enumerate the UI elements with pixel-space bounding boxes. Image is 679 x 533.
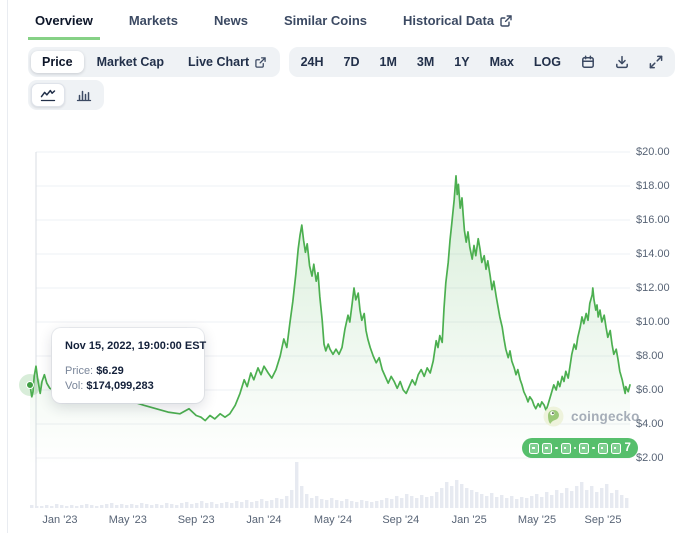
metric-tab-price-label: Price bbox=[42, 55, 73, 69]
calendar-glyph-icon bbox=[610, 442, 621, 454]
x-axis-label: Sep '25 bbox=[584, 514, 622, 526]
tab-news-label: News bbox=[213, 13, 248, 28]
y-axis-label: $18.00 bbox=[636, 180, 670, 192]
range-button-1m[interactable]: 1M bbox=[379, 55, 397, 69]
bar-chart-icon[interactable] bbox=[67, 83, 101, 107]
tab-news[interactable]: News bbox=[207, 11, 255, 40]
tab-markets[interactable]: Markets bbox=[122, 11, 185, 40]
tooltip-vol-value: $174,099,283 bbox=[86, 380, 154, 392]
price-chart[interactable]: Nov 15, 2022, 19:00:00 EST Price: $6.29 … bbox=[0, 120, 679, 533]
hover-marker-dot bbox=[26, 381, 34, 390]
range-button-7d[interactable]: 7D bbox=[343, 55, 360, 69]
tooltip-vol-label: Vol: bbox=[65, 380, 84, 392]
coingecko-watermark-text: coingecko bbox=[571, 409, 640, 424]
page-left-border bbox=[7, 0, 8, 533]
price-line bbox=[29, 174, 631, 422]
x-axis-label: May '23 bbox=[108, 514, 147, 526]
metric-tab-market-cap[interactable]: Market Cap bbox=[86, 51, 175, 73]
tab-overview[interactable]: Overview bbox=[28, 11, 100, 40]
log-scale-button[interactable]: LOG bbox=[533, 55, 561, 69]
range-button-1y[interactable]: 1Y bbox=[454, 55, 470, 69]
tooltip-price-label: Price: bbox=[65, 365, 94, 377]
y-axis-label: $10.00 bbox=[636, 316, 670, 328]
chart-tooltip: Nov 15, 2022, 19:00:00 EST Price: $6.29 … bbox=[52, 328, 207, 403]
y-axis-label: $8.00 bbox=[636, 350, 664, 362]
calendar-glyph-icon bbox=[597, 442, 608, 454]
tab-historical-data-label: Historical Data bbox=[403, 13, 495, 28]
tab-historical-data[interactable]: Historical Data bbox=[396, 11, 519, 40]
range-button-24h[interactable]: 24H bbox=[300, 55, 324, 69]
calendar-glyph-icon bbox=[529, 442, 539, 454]
tooltip-price-value: $6.29 bbox=[96, 365, 124, 377]
calendar-icon[interactable] bbox=[572, 51, 604, 73]
x-axis-label: May '25 bbox=[517, 514, 557, 526]
y-axis-label: $14.00 bbox=[636, 248, 670, 260]
x-axis-label: Jan '23 bbox=[42, 514, 78, 526]
separator-dot bbox=[592, 446, 595, 450]
metric-tab-market-cap-label: Market Cap bbox=[96, 55, 164, 69]
y-axis-label: $16.00 bbox=[636, 214, 670, 226]
tooltip-price-row: Price: $6.29 bbox=[65, 365, 191, 377]
y-axis-label: $4.00 bbox=[636, 418, 664, 430]
y-axis-label: $20.00 bbox=[636, 146, 670, 158]
y-axis-label: $6.00 bbox=[636, 384, 664, 396]
tooltip-vol-row: Vol: $174,099,283 bbox=[65, 380, 191, 392]
badge-count: 7 bbox=[624, 442, 631, 454]
coingecko-logo-icon bbox=[543, 406, 564, 427]
x-axis-label: Sep '24 bbox=[382, 514, 420, 526]
metric-tab-live-chart-label: Live Chart bbox=[187, 55, 250, 69]
x-axis-label: Jan '24 bbox=[246, 514, 282, 526]
tab-markets-label: Markets bbox=[128, 13, 178, 28]
range-button-max[interactable]: Max bbox=[489, 55, 514, 69]
external-link-icon bbox=[255, 56, 266, 68]
metric-tab-live-chart[interactable]: Live Chart bbox=[177, 51, 277, 73]
x-axis-label: May '24 bbox=[313, 514, 353, 526]
chart-type-toggle bbox=[28, 80, 104, 110]
calendar-glyph-icon bbox=[560, 442, 571, 454]
price-chart-canvas bbox=[29, 151, 631, 508]
date-counter-badge: 7 bbox=[522, 438, 638, 458]
y-axis-label: $12.00 bbox=[636, 282, 670, 294]
download-icon[interactable] bbox=[606, 51, 638, 73]
page-tabs: Overview Markets News Similar Coins Hist… bbox=[28, 11, 512, 40]
calendar-glyph-icon bbox=[579, 442, 589, 454]
calendar-glyph-icon bbox=[542, 442, 552, 454]
coingecko-watermark: coingecko bbox=[543, 406, 640, 427]
price-area-fill bbox=[30, 175, 630, 506]
x-axis-label: Sep '23 bbox=[177, 514, 215, 526]
range-toolbar: 24H 7D 1M 3M 1Y Max LOG bbox=[288, 47, 675, 77]
y-axis-label: $2.00 bbox=[636, 452, 664, 464]
separator-dot bbox=[555, 446, 558, 450]
range-button-3m[interactable]: 3M bbox=[416, 55, 435, 69]
tab-similar-coins[interactable]: Similar Coins bbox=[277, 11, 374, 40]
metric-toggle-group: Price Market Cap Live Chart bbox=[28, 47, 281, 77]
fullscreen-icon[interactable] bbox=[640, 51, 672, 73]
tooltip-date: Nov 15, 2022, 19:00:00 EST bbox=[65, 340, 207, 352]
separator-dot bbox=[573, 446, 576, 450]
line-chart-icon[interactable] bbox=[31, 83, 65, 107]
x-axis-label: Jan '25 bbox=[451, 514, 487, 526]
external-link-icon bbox=[500, 14, 512, 27]
metric-tab-price[interactable]: Price bbox=[31, 51, 84, 73]
tab-similar-coins-label: Similar Coins bbox=[283, 13, 368, 28]
tab-overview-label: Overview bbox=[35, 13, 93, 28]
